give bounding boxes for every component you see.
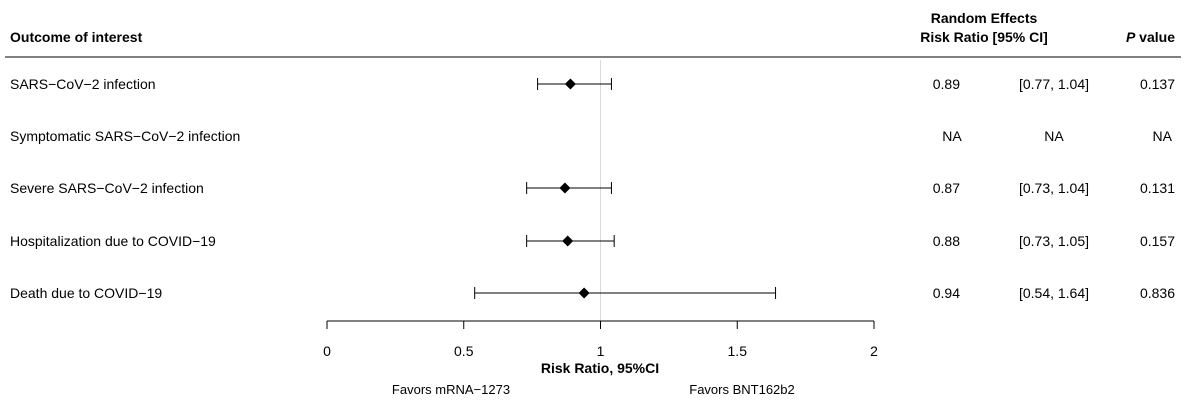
row-1: Symptomatic SARS−CoV−2 infection NA NA N…	[10, 128, 1173, 144]
x-tick-label: 0	[323, 343, 331, 359]
row-ci: [0.77, 1.04]	[1019, 76, 1089, 92]
ci-mark-row-3	[526, 235, 615, 247]
row-pvalue: 0.137	[1140, 76, 1175, 92]
row-outcome: Symptomatic SARS−CoV−2 infection	[10, 128, 240, 144]
row-pvalue: 0.836	[1140, 285, 1175, 301]
x-tick-label: 1.5	[728, 343, 748, 359]
row-2: Severe SARS−CoV−2 infection 0.87 [0.73, …	[10, 180, 1175, 196]
x-tick-label: 0.5	[454, 343, 474, 359]
row-ci: [0.54, 1.64]	[1019, 285, 1089, 301]
row-ci: [0.73, 1.05]	[1019, 233, 1089, 249]
ci-mark-row-0	[537, 78, 612, 90]
rows-group: SARS−CoV−2 infection 0.89 [0.77, 1.04] 0…	[10, 76, 1175, 301]
x-axis: 0 0.5 1 1.5 2	[323, 320, 878, 359]
row-3: Hospitalization due to COVID−19 0.88 [0.…	[10, 233, 1175, 249]
row-pvalue: NA	[1153, 128, 1173, 144]
point-estimate-diamond	[564, 78, 576, 90]
header-pvalue: P value	[1126, 29, 1175, 45]
row-pvalue: 0.131	[1140, 180, 1175, 196]
header-pvalue-rest: value	[1135, 29, 1175, 45]
row-outcome: SARS−CoV−2 infection	[10, 76, 156, 92]
row-rr: 0.89	[933, 76, 960, 92]
row-outcome: Hospitalization due to COVID−19	[10, 233, 216, 249]
x-axis-label: Risk Ratio, 95%CI	[541, 360, 659, 376]
ci-mark-row-2	[526, 182, 612, 194]
row-rr: NA	[942, 128, 962, 144]
header-pvalue-p: P	[1126, 29, 1136, 45]
favors-left-label: Favors mRNA−1273	[392, 382, 510, 397]
row-outcome: Severe SARS−CoV−2 infection	[10, 180, 204, 196]
row-rr: 0.88	[933, 233, 960, 249]
point-estimate-diamond	[562, 235, 574, 247]
row-rr: 0.87	[933, 180, 960, 196]
x-tick-label: 2	[870, 343, 878, 359]
row-0: SARS−CoV−2 infection 0.89 [0.77, 1.04] 0…	[10, 76, 1175, 92]
ci-mark-row-4	[474, 287, 777, 299]
row-outcome: Death due to COVID−19	[10, 285, 162, 301]
point-estimate-diamond	[559, 182, 571, 194]
header-effect-line1: Random Effects	[931, 10, 1038, 26]
header-effect-line2: Risk Ratio [95% CI]	[920, 29, 1048, 45]
row-pvalue: 0.157	[1140, 233, 1175, 249]
point-estimate-diamond	[578, 287, 590, 299]
x-tick-label: 1	[597, 343, 605, 359]
row-ci: [0.73, 1.04]	[1019, 180, 1089, 196]
favors-right-label: Favors BNT162b2	[689, 382, 795, 397]
row-ci: NA	[1044, 128, 1064, 144]
header-outcome: Outcome of interest	[10, 29, 143, 45]
row-rr: 0.94	[933, 285, 960, 301]
row-4: Death due to COVID−19 0.94 [0.54, 1.64] …	[10, 285, 1175, 301]
ci-marks-group	[474, 78, 777, 299]
